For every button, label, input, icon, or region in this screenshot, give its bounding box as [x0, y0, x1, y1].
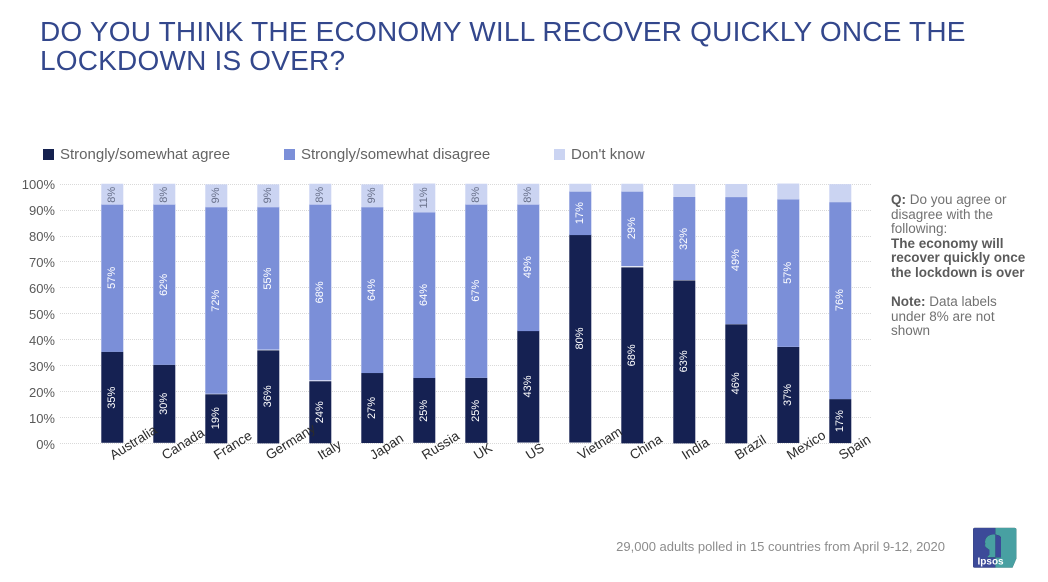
svg-text:Ipsos: Ipsos: [978, 556, 1005, 567]
